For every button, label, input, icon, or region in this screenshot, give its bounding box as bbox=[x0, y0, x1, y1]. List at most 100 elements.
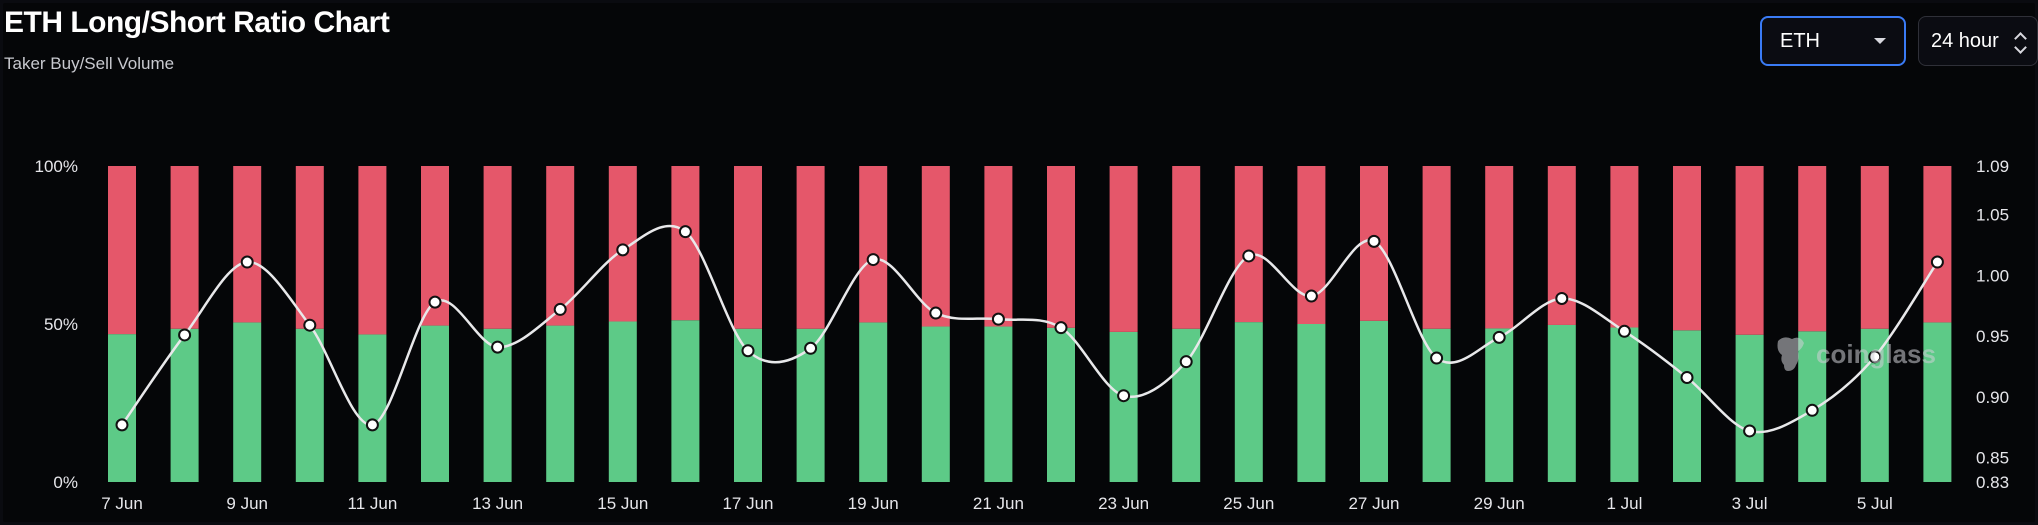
ratio-point[interactable] bbox=[178, 328, 192, 342]
short-bar bbox=[546, 166, 575, 326]
ratio-point[interactable] bbox=[804, 341, 818, 355]
long-bar bbox=[483, 328, 512, 482]
ratio-point[interactable] bbox=[115, 418, 129, 432]
x-tick-label: 29 Jun bbox=[1474, 494, 1525, 513]
ratio-point[interactable] bbox=[1367, 234, 1381, 248]
ratio-point[interactable] bbox=[616, 243, 630, 257]
ratio-point[interactable] bbox=[1492, 330, 1506, 344]
short-bar bbox=[1172, 166, 1201, 329]
y-left-tick-label: 50% bbox=[44, 315, 78, 334]
ratio-point[interactable] bbox=[428, 295, 442, 309]
short-bar bbox=[483, 166, 512, 329]
ratio-line-layer bbox=[115, 224, 1944, 438]
short-bar bbox=[859, 166, 888, 323]
short-bar bbox=[734, 166, 762, 329]
ratio-point[interactable] bbox=[1117, 389, 1131, 403]
long-bar bbox=[1234, 322, 1263, 482]
short-bar bbox=[1798, 166, 1827, 332]
long-bar bbox=[108, 334, 136, 482]
short-bar bbox=[1485, 166, 1514, 329]
ratio-point[interactable] bbox=[1680, 370, 1694, 384]
ratio-point[interactable] bbox=[1743, 424, 1757, 438]
y-right-tick-label: 0.90 bbox=[1976, 388, 2009, 407]
short-bar bbox=[1923, 166, 1952, 323]
long-bar bbox=[1172, 328, 1201, 482]
ratio-point[interactable] bbox=[1242, 249, 1256, 263]
long-bar bbox=[546, 325, 575, 482]
ratio-point[interactable] bbox=[553, 302, 567, 316]
short-bar bbox=[1735, 166, 1764, 335]
ratio-point[interactable] bbox=[365, 418, 379, 432]
x-tick-label: 13 Jun bbox=[472, 494, 523, 513]
long-bar bbox=[1673, 330, 1701, 482]
ratio-point[interactable] bbox=[1868, 350, 1882, 364]
ratio-point[interactable] bbox=[1179, 355, 1193, 369]
period-select-value: 24 hour bbox=[1931, 29, 1999, 52]
short-bar bbox=[1047, 166, 1075, 328]
x-tick-label: 19 Jun bbox=[848, 494, 899, 513]
short-bar bbox=[1422, 166, 1451, 329]
y-right-tick-label: 1.00 bbox=[1976, 266, 2009, 285]
ratio-point[interactable] bbox=[1430, 351, 1444, 365]
short-bar bbox=[796, 166, 825, 329]
x-tick-label: 1 Jul bbox=[1606, 494, 1642, 513]
long-bar bbox=[1610, 327, 1639, 482]
ratio-point[interactable] bbox=[1805, 403, 1819, 417]
watermark: coinglass bbox=[1774, 335, 1936, 373]
short-bar bbox=[1109, 166, 1138, 332]
bars-layer bbox=[108, 166, 1952, 482]
long-bar bbox=[1109, 331, 1138, 482]
long-bar bbox=[859, 322, 888, 482]
long-bar bbox=[421, 325, 449, 482]
long-bar bbox=[1923, 322, 1952, 482]
short-bar bbox=[233, 166, 262, 323]
long-bar bbox=[671, 320, 700, 482]
long-bar bbox=[1735, 334, 1764, 482]
page-title: ETH Long/Short Ratio Chart bbox=[4, 6, 390, 39]
ratio-point[interactable] bbox=[1304, 289, 1318, 303]
chart-subtitle: Taker Buy/Sell Volume bbox=[4, 54, 175, 73]
y-left-tick-label: 0% bbox=[53, 473, 78, 492]
y-right-tick-label: 0.85 bbox=[1976, 449, 2009, 468]
long-bar bbox=[1485, 328, 1514, 482]
x-tick-label: 15 Jun bbox=[597, 494, 648, 513]
y-right-tick-label: 1.05 bbox=[1976, 206, 2009, 225]
ratio-point[interactable] bbox=[741, 344, 755, 358]
ratio-point[interactable] bbox=[1617, 324, 1631, 338]
short-bar bbox=[170, 166, 199, 329]
ratio-point[interactable] bbox=[678, 225, 692, 239]
long-bar bbox=[233, 322, 262, 482]
short-bar bbox=[358, 166, 387, 335]
x-tick-label: 11 Jun bbox=[348, 494, 398, 513]
short-bar bbox=[1860, 166, 1889, 329]
ratio-point[interactable] bbox=[303, 318, 317, 332]
ratio-point[interactable] bbox=[491, 340, 505, 354]
x-tick-label: 5 Jul bbox=[1857, 494, 1893, 513]
ratio-point[interactable] bbox=[1555, 291, 1569, 305]
short-bar bbox=[921, 166, 950, 327]
chevron-down-icon bbox=[1874, 38, 1886, 44]
ratio-point[interactable] bbox=[240, 255, 254, 269]
ratio-point[interactable] bbox=[866, 253, 880, 267]
y-right-tick-label: 1.09 bbox=[1976, 157, 2009, 176]
short-bar bbox=[1673, 166, 1701, 331]
short-bar bbox=[1610, 166, 1639, 328]
x-tick-label: 3 Jul bbox=[1732, 494, 1768, 513]
x-tick-label: 9 Jun bbox=[226, 494, 268, 513]
ratio-point[interactable] bbox=[929, 306, 943, 320]
long-bar bbox=[1547, 324, 1576, 482]
long-bar bbox=[170, 328, 199, 482]
long-bar bbox=[295, 328, 324, 482]
long-bar bbox=[1047, 327, 1075, 482]
long-bar bbox=[1360, 320, 1388, 482]
coin-select[interactable]: ETH bbox=[1760, 16, 1906, 66]
short-bar bbox=[1234, 166, 1263, 323]
short-bar bbox=[108, 166, 136, 335]
long-bar bbox=[1297, 324, 1326, 482]
ratio-point[interactable] bbox=[1930, 255, 1944, 269]
coin-select-value: ETH bbox=[1780, 29, 1820, 52]
short-bar bbox=[984, 166, 1013, 327]
ratio-point[interactable] bbox=[1054, 321, 1068, 335]
ratio-point[interactable] bbox=[991, 312, 1005, 326]
